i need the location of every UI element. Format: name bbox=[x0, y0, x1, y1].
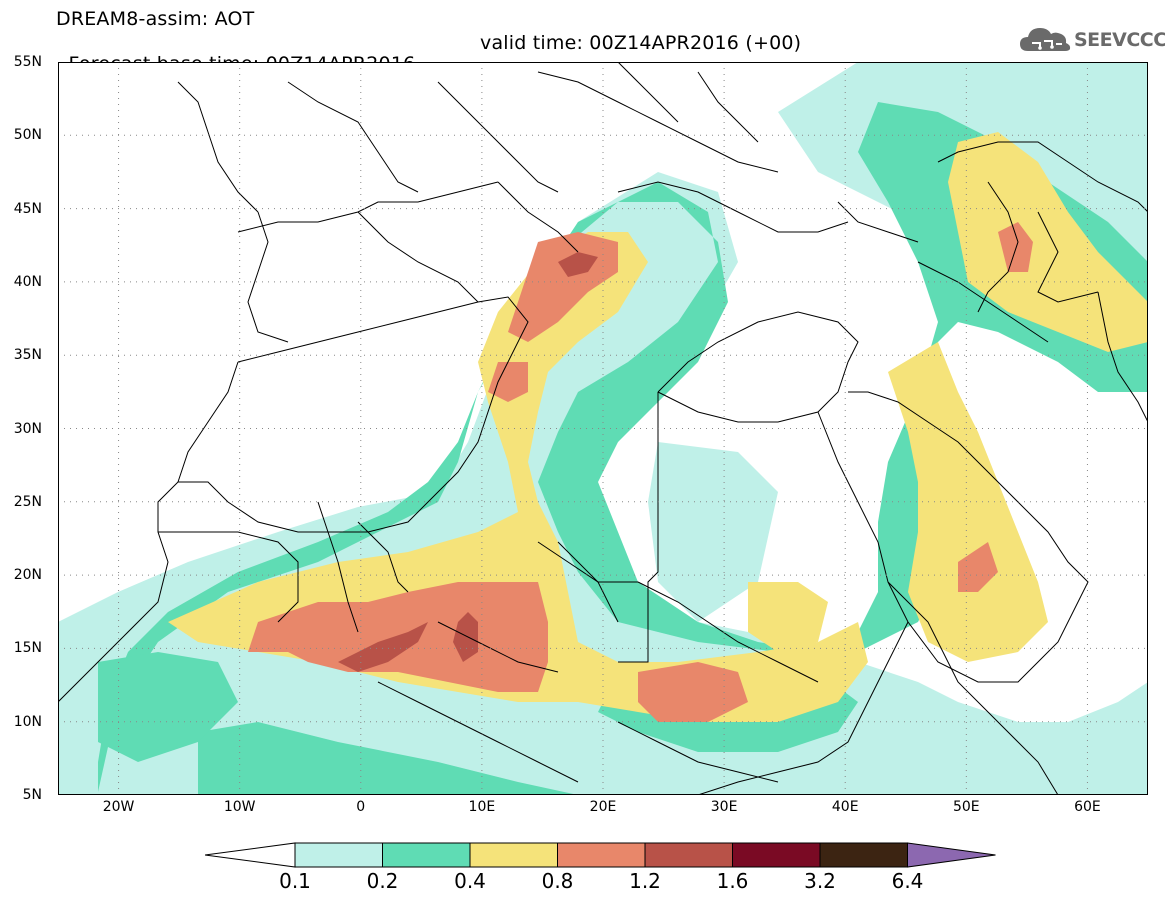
lon-tick-label: 20W bbox=[102, 799, 135, 815]
aot-band-0.4-0.8 bbox=[168, 132, 1148, 722]
colorbar-label: 0.2 bbox=[366, 869, 399, 893]
colorbar-label: 0.1 bbox=[279, 869, 311, 893]
lon-tick-label: 10E bbox=[468, 799, 496, 815]
aot-map bbox=[58, 62, 1148, 795]
lon-tick-label: 30E bbox=[710, 799, 738, 815]
map-title: DREAM8-assim: AOT bbox=[56, 8, 255, 30]
aot-contour-fields bbox=[58, 62, 1148, 795]
colorbar-under-triangle bbox=[205, 842, 296, 868]
colorbar-over-triangle bbox=[907, 842, 996, 868]
lat-tick-label: 10N bbox=[13, 713, 42, 730]
colorbar-label: 6.4 bbox=[891, 869, 924, 893]
lat-tick-label: 40N bbox=[13, 273, 42, 290]
lat-tick-label: 5N bbox=[22, 787, 42, 803]
map-frame bbox=[58, 62, 1148, 795]
cloud-icon bbox=[1020, 28, 1071, 51]
lon-tick-label: 60E bbox=[1074, 799, 1101, 815]
colorbar-swatch bbox=[382, 842, 471, 868]
country-boundaries bbox=[58, 62, 1148, 795]
colorbar-label: 3.2 bbox=[804, 869, 836, 893]
lat-tick-label: 20N bbox=[13, 567, 42, 584]
colorbar-label: 1.2 bbox=[629, 869, 661, 893]
colorbar-swatch bbox=[819, 842, 908, 868]
lat-tick-label: 50N bbox=[13, 127, 42, 144]
aot-band-1.2-1.6 bbox=[338, 252, 598, 672]
lat-tick-label: 25N bbox=[13, 493, 42, 510]
colorbar-label: 1.6 bbox=[716, 869, 749, 893]
colorbar-label: 0.4 bbox=[454, 869, 486, 893]
colorbar-swatch bbox=[557, 842, 646, 868]
lat-tick-label: 45N bbox=[13, 200, 42, 217]
lon-tick-label: 40E bbox=[831, 799, 859, 815]
colorbar-label: 0.8 bbox=[541, 869, 574, 893]
lat-tick-label: 35N bbox=[13, 347, 42, 364]
seevccc-logo: SEEVCCC bbox=[1018, 21, 1165, 57]
lon-tick-label: 0 bbox=[356, 799, 366, 815]
lat-tick-label: 55N bbox=[13, 54, 42, 70]
lat-tick-label: 15N bbox=[13, 640, 42, 657]
lon-tick-label: 10W bbox=[223, 799, 256, 815]
colorbar-swatch bbox=[644, 842, 733, 868]
colorbar-swatch bbox=[732, 842, 821, 868]
aot-colorbar bbox=[205, 842, 996, 868]
colorbar-swatch bbox=[469, 842, 558, 868]
valid-time: valid time: 00Z14APR2016 (+00) bbox=[480, 32, 802, 54]
colorbar-swatch bbox=[294, 842, 383, 868]
lat-tick-label: 30N bbox=[13, 420, 42, 437]
lon-tick-label: 20E bbox=[589, 799, 617, 815]
lon-tick-label: 50E bbox=[952, 799, 980, 815]
logo-text: SEEVCCC bbox=[1074, 29, 1165, 51]
lat-lon-grid bbox=[58, 62, 1148, 795]
